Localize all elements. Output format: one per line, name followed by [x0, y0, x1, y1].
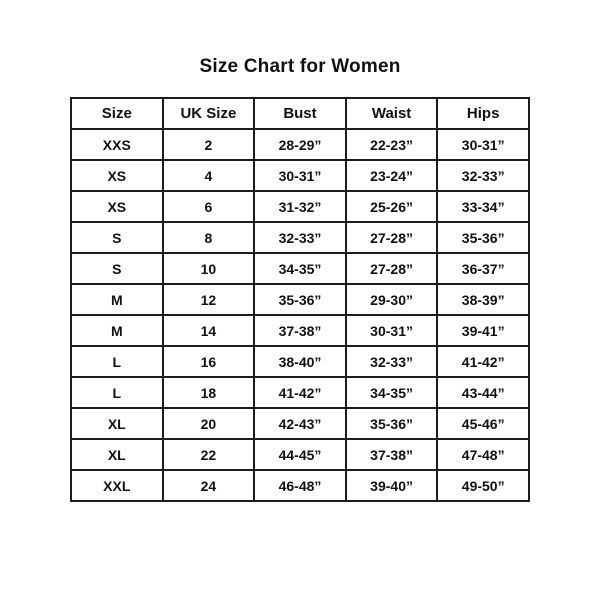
table-cell-waist: 27-28”	[344, 221, 439, 254]
size-chart-table: Size UK Size Bust Waist Hips XXS 2 28-29…	[70, 97, 530, 502]
header-uk-size: UK Size	[161, 97, 256, 130]
table-cell-hips: 49-50”	[436, 469, 530, 502]
table-cell-bust: 41-42”	[253, 376, 347, 409]
table-header: Size UK Size Bust Waist Hips	[70, 97, 530, 130]
table-cell-uk-size: 10	[161, 252, 256, 285]
table-cell-waist: 29-30”	[344, 283, 439, 316]
table-cell-size: XL	[70, 438, 164, 471]
header-waist: Waist	[344, 97, 439, 130]
table-cell-size: XS	[70, 159, 164, 192]
table-row: L 16 38-40” 32-33” 41-42”	[70, 345, 530, 378]
table-cell-waist: 34-35”	[344, 376, 439, 409]
table-body: XXS 2 28-29” 22-23” 30-31” XS 4 30-31” 2…	[70, 128, 530, 502]
table-cell-bust: 28-29”	[253, 128, 347, 161]
table-row: S 8 32-33” 27-28” 35-36”	[70, 221, 530, 254]
table-cell-uk-size: 2	[161, 128, 256, 161]
table-cell-size: XL	[70, 407, 164, 440]
table-cell-hips: 45-46”	[436, 407, 530, 440]
page-title: Size Chart for Women	[199, 56, 401, 77]
table-row: XS 6 31-32” 25-26” 33-34”	[70, 190, 530, 223]
table-cell-uk-size: 18	[161, 376, 256, 409]
table-row: XXL 24 46-48” 39-40” 49-50”	[70, 469, 530, 502]
table-cell-waist: 39-40”	[344, 469, 439, 502]
table-row: L 18 41-42” 34-35” 43-44”	[70, 376, 530, 409]
table-cell-bust: 37-38”	[253, 314, 347, 347]
table-cell-waist: 23-24”	[344, 159, 439, 192]
header-hips: Hips	[436, 97, 530, 130]
table-cell-size: XXL	[70, 469, 164, 502]
table-cell-waist: 27-28”	[344, 252, 439, 285]
table-cell-bust: 30-31”	[253, 159, 347, 192]
table-cell-uk-size: 8	[161, 221, 256, 254]
table-cell-uk-size: 22	[161, 438, 256, 471]
table-cell-hips: 35-36”	[436, 221, 530, 254]
table-cell-hips: 36-37”	[436, 252, 530, 285]
table-cell-hips: 47-48”	[436, 438, 530, 471]
table-cell-bust: 32-33”	[253, 221, 347, 254]
table-row: XL 22 44-45” 37-38” 47-48”	[70, 438, 530, 471]
header-bust: Bust	[253, 97, 347, 130]
table-cell-hips: 32-33”	[436, 159, 530, 192]
table-cell-hips: 39-41”	[436, 314, 530, 347]
table-cell-size: M	[70, 283, 164, 316]
table-row: M 14 37-38” 30-31” 39-41”	[70, 314, 530, 347]
table-cell-waist: 22-23”	[344, 128, 439, 161]
table-cell-size: XXS	[70, 128, 164, 161]
table-cell-waist: 25-26”	[344, 190, 439, 223]
table-row: XXS 2 28-29” 22-23” 30-31”	[70, 128, 530, 161]
table-cell-uk-size: 12	[161, 283, 256, 316]
table-cell-bust: 31-32”	[253, 190, 347, 223]
table-cell-bust: 34-35”	[253, 252, 347, 285]
table-cell-bust: 42-43”	[253, 407, 347, 440]
table-cell-waist: 32-33”	[344, 345, 439, 378]
table-row: XS 4 30-31” 23-24” 32-33”	[70, 159, 530, 192]
table-cell-uk-size: 24	[161, 469, 256, 502]
table-cell-uk-size: 6	[161, 190, 256, 223]
table-row: M 12 35-36” 29-30” 38-39”	[70, 283, 530, 316]
table-cell-size: L	[70, 376, 164, 409]
table-cell-hips: 30-31”	[436, 128, 530, 161]
table-row: S 10 34-35” 27-28” 36-37”	[70, 252, 530, 285]
table-cell-size: L	[70, 345, 164, 378]
table-cell-size: S	[70, 252, 164, 285]
table-cell-waist: 37-38”	[344, 438, 439, 471]
table-cell-uk-size: 20	[161, 407, 256, 440]
table-cell-hips: 38-39”	[436, 283, 530, 316]
table-cell-hips: 43-44”	[436, 376, 530, 409]
table-cell-hips: 33-34”	[436, 190, 530, 223]
table-cell-uk-size: 16	[161, 345, 256, 378]
header-size: Size	[70, 97, 164, 130]
table-header-row: Size UK Size Bust Waist Hips	[70, 97, 530, 130]
table-cell-bust: 44-45”	[253, 438, 347, 471]
table-cell-uk-size: 14	[161, 314, 256, 347]
table-cell-size: M	[70, 314, 164, 347]
table-cell-waist: 30-31”	[344, 314, 439, 347]
table-cell-size: XS	[70, 190, 164, 223]
table-cell-hips: 41-42”	[436, 345, 530, 378]
table-cell-size: S	[70, 221, 164, 254]
table-cell-uk-size: 4	[161, 159, 256, 192]
table-cell-bust: 46-48”	[253, 469, 347, 502]
table-cell-bust: 38-40”	[253, 345, 347, 378]
table-cell-bust: 35-36”	[253, 283, 347, 316]
table-cell-waist: 35-36”	[344, 407, 439, 440]
table-row: XL 20 42-43” 35-36” 45-46”	[70, 407, 530, 440]
